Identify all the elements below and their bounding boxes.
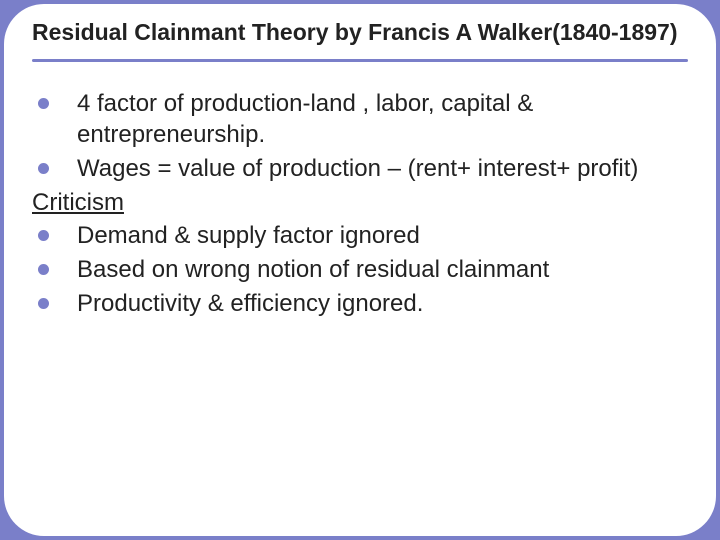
bullet-icon <box>38 264 49 275</box>
section-label: Criticism <box>32 187 688 219</box>
bullet-text: Productivity & efficiency ignored. <box>77 288 688 320</box>
bullet-text: Demand & supply factor ignored <box>77 220 688 252</box>
slide-title: Residual Clainmant Theory by Francis A W… <box>32 18 688 57</box>
bullet-icon <box>38 230 49 241</box>
bullet-text: 4 factor of production-land , labor, cap… <box>77 88 688 151</box>
list-item: 4 factor of production-land , labor, cap… <box>32 88 688 151</box>
bullet-icon <box>38 98 49 109</box>
list-item: Productivity & efficiency ignored. <box>32 288 688 320</box>
list-item: Demand & supply factor ignored <box>32 220 688 252</box>
list-item: Based on wrong notion of residual clainm… <box>32 254 688 286</box>
bullet-text: Wages = value of production – (rent+ int… <box>77 153 688 185</box>
slide-card: Residual Clainmant Theory by Francis A W… <box>4 4 716 536</box>
bullet-text: Based on wrong notion of residual clainm… <box>77 254 688 286</box>
title-divider <box>32 59 688 62</box>
list-item: Wages = value of production – (rent+ int… <box>32 153 688 185</box>
bullet-icon <box>38 163 49 174</box>
bullet-icon <box>38 298 49 309</box>
slide-body: 4 factor of production-land , labor, cap… <box>32 88 688 320</box>
